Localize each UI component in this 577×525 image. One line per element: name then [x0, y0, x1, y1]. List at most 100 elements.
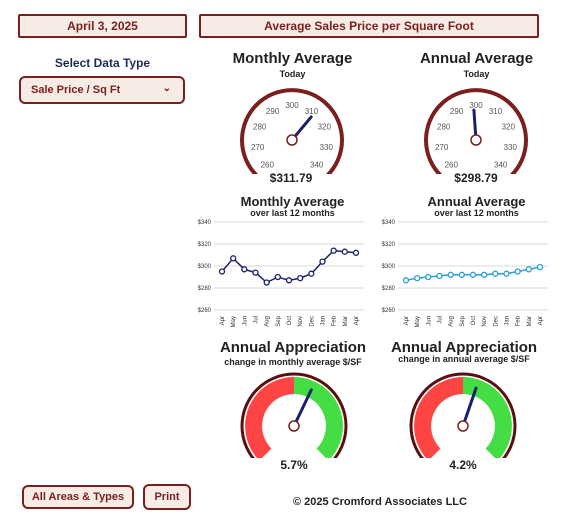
annual-gauge-value: $298.79: [454, 171, 498, 185]
monthly-x-tick-label: Jan: [321, 316, 327, 326]
annual-data-point: [536, 263, 544, 271]
monthly-data-point: [218, 268, 226, 275]
annual-appreciation-positive-band: [463, 377, 512, 458]
monthly-data-point: [330, 247, 337, 254]
monthly-appreciation-positive-band: [294, 377, 343, 458]
annual-data-point: [425, 273, 432, 281]
chevron-down-icon: ⌄: [162, 83, 171, 94]
annual-x-tick-label: Apr: [404, 316, 410, 325]
annual-x-tick-label: Jan: [505, 316, 511, 326]
monthly-x-tick-label: Sep: [276, 315, 282, 326]
all-areas-types-button[interactable]: All Areas & Types: [22, 485, 134, 509]
monthly-data-point: [319, 258, 326, 265]
monthly-line-title: Monthly Average: [240, 194, 345, 209]
monthly-x-tick-label: Nov: [298, 316, 304, 327]
monthly-gauge-tick-label: 320: [318, 123, 332, 132]
monthly-y-tick-label: $260: [198, 308, 212, 314]
monthly-gauge-tick-label: 270: [251, 143, 265, 152]
annual-appreciation-subtitle: change in annual average $/SF: [398, 354, 530, 364]
annual-y-tick-label: $280: [382, 286, 396, 292]
date-box: April 3, 2025: [18, 14, 187, 38]
copyright-footer: © 2025 Cromford Associates LLC: [293, 496, 467, 508]
annual-gauge-subtitle: Today: [463, 69, 490, 79]
annual-data-point: [525, 266, 532, 273]
annual-gauge-tick-label: 300: [469, 101, 483, 110]
monthly-appreciation-needle: [292, 388, 313, 428]
annual-appreciation-title: Annual Appreciation: [390, 339, 538, 356]
monthly-x-tick-label: Apr: [354, 316, 360, 325]
monthly-gauge-tick-label: 300: [285, 101, 299, 110]
annual-x-tick-label: Mar: [527, 316, 533, 326]
monthly-data-point: [241, 266, 248, 273]
monthly-gauge-value: $311.79: [269, 171, 313, 185]
annual-gauge-rim: [424, 88, 528, 174]
monthly-gauge-tick-label: 290: [266, 107, 280, 116]
annual-x-tick-label: May: [415, 316, 421, 327]
annual-appreciation-needle: [461, 386, 478, 428]
monthly-line-subtitle: over last 12 months: [250, 208, 335, 218]
annual-y-tick-label: $300: [382, 264, 396, 270]
annual-gauge-tick-label: 320: [502, 123, 516, 132]
annual-appreciation-value: 4.2%: [449, 458, 477, 472]
monthly-gauge-tick-label: 280: [253, 123, 267, 132]
page-title: Average Sales Price per Square Foot: [199, 14, 539, 38]
annual-data-point: [447, 271, 454, 278]
print-button[interactable]: Print: [143, 484, 191, 510]
monthly-x-tick-label: Mar: [343, 316, 349, 326]
annual-x-tick-label: Aug: [449, 316, 455, 327]
monthly-x-tick-label: Jul: [254, 316, 260, 324]
monthly-data-point: [297, 274, 304, 282]
monthly-appreciation-negative-band: [245, 377, 294, 458]
annual-data-point: [458, 271, 465, 278]
annual-line-title: Annual Average: [427, 194, 526, 209]
monthly-line-chart: $340 $320 $300 $280 $260 Apr May Jun Jul Aug Sep Oc…: [198, 220, 364, 327]
annual-gauge-tick-label: 270: [435, 143, 449, 152]
annual-y-tick-label: $320: [382, 242, 396, 248]
monthly-data-point: [285, 277, 293, 284]
annual-x-tick-label: Feb: [516, 315, 522, 326]
monthly-appreciation-gauge: [240, 372, 348, 458]
annual-data-point: [514, 268, 521, 275]
annual-appreciation-rim: [409, 372, 517, 458]
annual-line-chart: $340 $320 $300 $280 $260 Apr May Jun Jul Aug Sep Oc…: [382, 220, 548, 327]
annual-appreciation-negative-band: [414, 377, 463, 458]
monthly-appreciation-rim: [240, 372, 348, 458]
monthly-appreciation-hub: [288, 420, 300, 432]
annual-x-tick-label: Dec: [493, 316, 499, 327]
annual-data-point: [503, 270, 510, 277]
monthly-x-tick-label: Feb: [332, 315, 338, 326]
annual-data-point: [492, 270, 499, 277]
monthly-appreciation-value: 5.7%: [280, 458, 308, 472]
annual-gauge-hub: [470, 134, 482, 146]
monthly-x-tick-label: May: [231, 316, 237, 327]
monthly-y-tick-label: $280: [198, 286, 212, 292]
monthly-appreciation-subtitle: change in monthly average $/SF: [224, 357, 362, 367]
annual-x-tick-label: Oct: [471, 316, 477, 326]
annual-y-tick-label: $340: [382, 220, 396, 226]
annual-x-tick-label: Nov: [482, 316, 488, 327]
monthly-gauge-tick-label: 310: [305, 107, 319, 116]
monthly-data-point: [308, 270, 315, 277]
annual-data-point: [414, 274, 421, 282]
monthly-gauge-tick-label: 260: [261, 161, 275, 170]
annual-data-point: [436, 272, 443, 280]
annual-appreciation-hub: [457, 420, 469, 432]
monthly-appreciation-title: Annual Appreciation: [219, 339, 367, 356]
annual-data-point: [481, 271, 488, 278]
monthly-gauge-subtitle: Today: [279, 69, 306, 79]
monthly-speed-gauge: 260 270 280 290 300 310 320 330 340: [240, 88, 344, 174]
monthly-x-tick-label: Apr: [220, 316, 226, 325]
annual-gauge-tick-label: 290: [450, 107, 464, 116]
select-data-type-label: Select Data Type: [54, 56, 151, 70]
monthly-y-tick-label: $320: [198, 242, 212, 248]
annual-gauge-tick-label: 280: [437, 123, 451, 132]
annual-data-point: [469, 271, 477, 278]
monthly-x-tick-label: Jun: [242, 316, 248, 326]
monthly-gauge-tick-label: 330: [320, 143, 334, 152]
monthly-data-point: [263, 279, 270, 286]
data-type-dropdown[interactable]: Sale Price / Sq Ft ⌄: [19, 76, 185, 104]
annual-gauge-title: Annual Average: [419, 50, 534, 67]
monthly-x-tick-label: Oct: [287, 316, 293, 326]
annual-gauge-tick-label: 340: [494, 161, 508, 170]
monthly-gauge-title: Monthly Average: [232, 50, 353, 67]
